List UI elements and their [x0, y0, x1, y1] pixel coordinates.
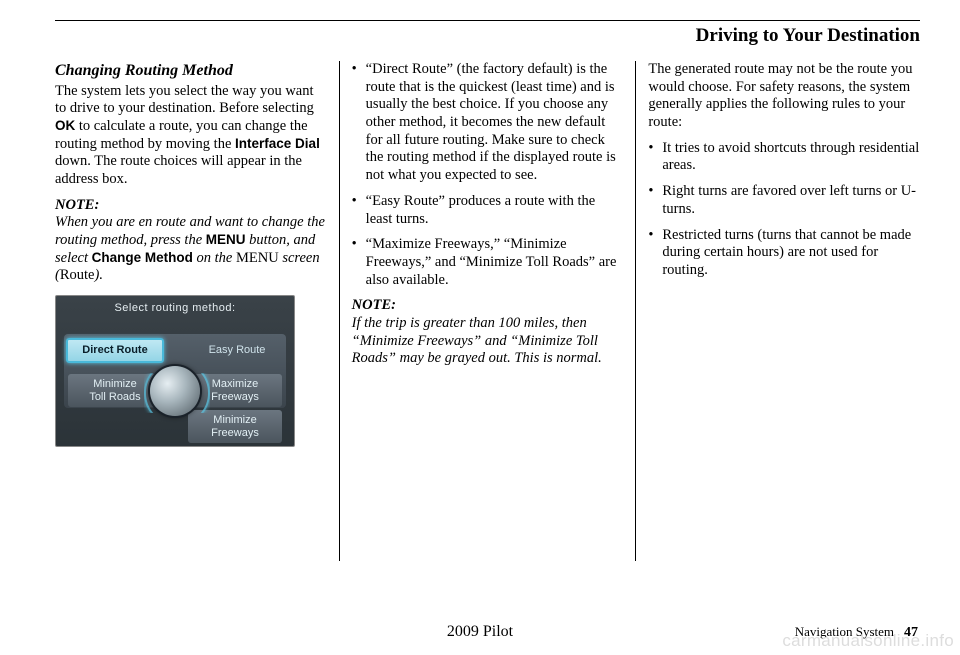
option-easy-route: Easy Route	[190, 340, 284, 361]
paragraph: The system lets you select the way you w…	[55, 83, 327, 189]
bullet-list: “Direct Route” (the factory default) is …	[352, 61, 624, 289]
figure-title: Select routing method:	[56, 296, 294, 315]
option-direct-route: Direct Route	[66, 338, 164, 363]
header-rule	[55, 20, 920, 21]
bullet-list: It tries to avoid shortcuts through resi…	[648, 140, 920, 280]
list-item: Right turns are favored over left turns …	[648, 183, 920, 218]
route-label: Route	[60, 267, 95, 283]
column-2: “Direct Route” (the factory default) is …	[340, 61, 637, 561]
text: on the	[193, 250, 236, 266]
manual-page: Driving to Your Destination Changing Rou…	[0, 0, 960, 561]
column-3: The generated route may not be the route…	[636, 61, 920, 561]
option-maximize-freeways: Maximize Freeways	[188, 374, 282, 407]
routing-method-screenshot: Select routing method: Direct Route Easy…	[55, 295, 295, 447]
watermark: carmanualsonline.info	[782, 631, 954, 651]
ok-label: OK	[55, 118, 75, 133]
option-minimize-freeways: Minimize Freeways	[188, 410, 282, 443]
menu-button-label: MENU	[206, 232, 246, 247]
list-item: “Easy Route” produces a route with the l…	[352, 193, 624, 228]
option-minimize-toll: Minimize Toll Roads	[68, 374, 162, 407]
note-label: NOTE:	[55, 197, 327, 215]
text: ).	[94, 267, 102, 283]
dial-icon	[150, 366, 200, 416]
note-body: When you are en route and want to change…	[55, 214, 327, 285]
menu-screen-label: MENU	[236, 250, 279, 266]
page-title: Driving to Your Destination	[55, 25, 920, 47]
list-item: “Maximize Freeways,” “Minimize Freeways,…	[352, 236, 624, 289]
list-item: Restricted turns (turns that cannot be m…	[648, 227, 920, 280]
list-item: “Direct Route” (the factory default) is …	[352, 61, 624, 185]
column-1: Changing Routing Method The system lets …	[55, 61, 340, 561]
section-heading: Changing Routing Method	[55, 61, 327, 81]
content-columns: Changing Routing Method The system lets …	[55, 61, 920, 561]
paragraph: The generated route may not be the route…	[648, 61, 920, 132]
change-method-label: Change Method	[92, 250, 193, 265]
interface-dial-label: Interface Dial	[235, 136, 320, 151]
note-body: If the trip is greater than 100 miles, t…	[352, 315, 624, 368]
text: The system lets you select the way you w…	[55, 83, 314, 117]
note-label: NOTE:	[352, 297, 624, 315]
list-item: It tries to avoid shortcuts through resi…	[648, 140, 920, 175]
text: down. The route choices will appear in t…	[55, 153, 302, 187]
